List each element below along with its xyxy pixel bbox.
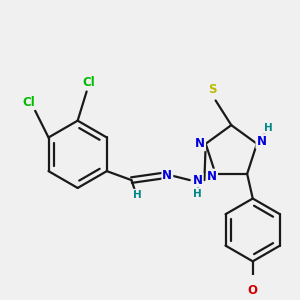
Text: H: H [193, 189, 202, 199]
Text: O: O [248, 284, 258, 297]
Text: N: N [256, 135, 266, 148]
Text: N: N [162, 169, 172, 182]
Text: H: H [264, 123, 272, 133]
Text: Cl: Cl [22, 96, 35, 109]
Text: N: N [193, 174, 202, 187]
Text: Cl: Cl [82, 76, 95, 89]
Text: H: H [133, 190, 142, 200]
Text: N: N [207, 169, 217, 183]
Text: S: S [208, 83, 217, 96]
Text: N: N [195, 137, 205, 150]
